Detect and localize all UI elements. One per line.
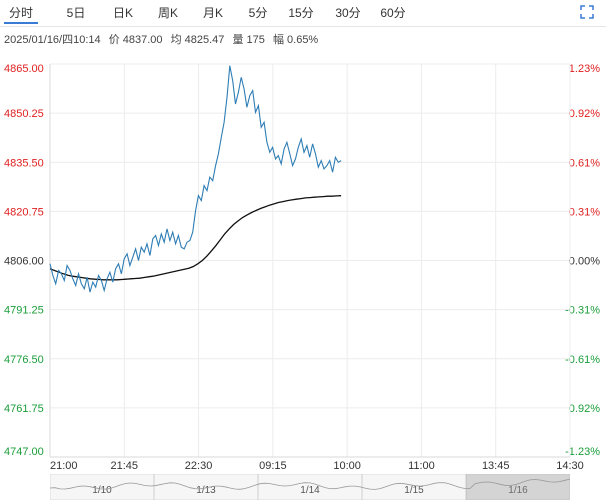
tab-weekly-k[interactable]: 周K xyxy=(157,6,178,20)
time-tick-label: 13:45 xyxy=(482,460,510,472)
time-tick-label: 21:00 xyxy=(50,460,78,472)
tab-5-min[interactable]: 5分 xyxy=(248,6,268,20)
navigator-date-label: 1/15 xyxy=(404,485,424,496)
percent-tick-label: -0.31% xyxy=(565,305,600,317)
time-tick-label: 10:00 xyxy=(333,460,361,472)
percent-tick-label: 1.23% xyxy=(569,63,600,75)
navigator-background xyxy=(50,474,570,500)
tab-60-min[interactable]: 60分 xyxy=(380,6,406,20)
quote-datetime: 2025/01/16/四10:14 xyxy=(4,34,101,46)
date-navigator[interactable]: 1/10 1/13 1/14 1/15 1/16 xyxy=(50,474,570,500)
navigator-date-label: 1/13 xyxy=(196,485,216,496)
time-tick-label: 11:00 xyxy=(408,460,435,472)
percent-tick-label: 0.92% xyxy=(569,403,600,415)
time-tick-label: 21:45 xyxy=(111,460,139,472)
percent-tick-label: 0.92% xyxy=(569,108,600,120)
navigator-date-label: 1/16 xyxy=(508,485,528,496)
tab-30-min[interactable]: 30分 xyxy=(335,6,361,20)
quote-change: 幅 0.65% xyxy=(272,34,319,46)
fullscreen-icon[interactable] xyxy=(580,5,594,19)
navigator-date-label: 1/14 xyxy=(300,485,320,496)
price-tick-label: 4865.00 xyxy=(4,63,44,75)
quote-info-bar: 2025/01/16/四10:14 价 4837.00 均 4825.47 量 … xyxy=(4,31,323,47)
chart-tabs: 分时 5日 日K 周K 月K 5分 15分 30分 60分 xyxy=(0,0,606,27)
navigator-selection xyxy=(466,474,570,500)
percent-tick-label: 0.31% xyxy=(569,206,600,218)
tab-daily-k[interactable]: 日K xyxy=(112,6,133,20)
tab-monthly-k[interactable]: 月K xyxy=(202,6,223,20)
navigator-date-label: 1/10 xyxy=(92,485,112,496)
time-tick-label: 22:30 xyxy=(185,460,213,472)
price-tick-label: 4747.00 xyxy=(4,446,44,458)
series-average-line xyxy=(49,195,342,281)
percent-tick-label: 0.00% xyxy=(569,256,600,268)
price-tick-label: 4820.75 xyxy=(4,206,44,218)
navigator-overview-line xyxy=(50,478,570,490)
tab-intraday[interactable]: 分时 xyxy=(4,4,38,24)
quote-price: 价 4837.00 xyxy=(108,34,163,46)
price-tick-label: 4761.75 xyxy=(4,403,44,415)
percent-tick-label: 0.61% xyxy=(569,157,600,169)
price-tick-label: 4835.50 xyxy=(4,157,44,169)
tab-15-min[interactable]: 15分 xyxy=(288,6,314,20)
price-tick-label: 4791.25 xyxy=(4,305,44,317)
intraday-chart[interactable]: 4865.00 1.23% 4850.25 0.92% 4835.50 0.61% 4820… xyxy=(0,52,606,474)
price-tick-label: 4806.00 xyxy=(4,256,44,268)
time-tick-label: 09:15 xyxy=(259,460,287,472)
series-price-line xyxy=(49,65,342,293)
tab-5-day[interactable]: 5日 xyxy=(66,6,86,20)
price-tick-label: 4776.50 xyxy=(4,354,44,366)
price-tick-label: 4850.25 xyxy=(4,108,44,120)
quote-average: 均 4825.47 xyxy=(170,34,225,46)
percent-tick-label: -1.23% xyxy=(565,446,600,458)
percent-tick-label: -0.61% xyxy=(565,354,600,366)
time-tick-label: 14:30 xyxy=(556,460,584,472)
quote-volume: 量 175 xyxy=(232,34,265,46)
